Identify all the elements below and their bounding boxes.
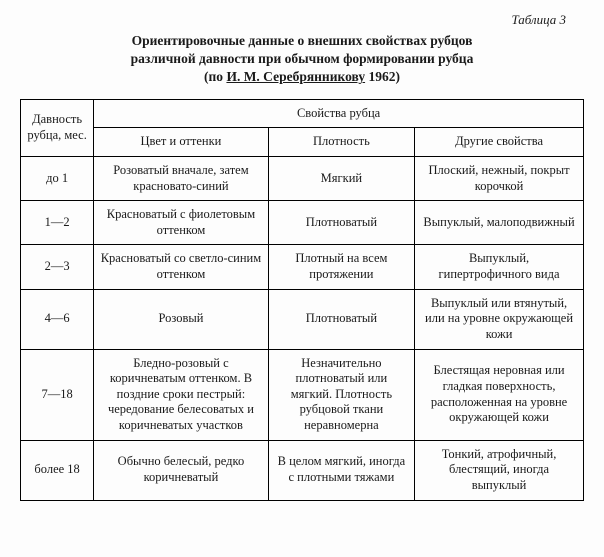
cell-age: 1—2 — [21, 201, 94, 245]
cell-density: Мягкий — [268, 156, 414, 200]
cell-density: Плотноватый — [268, 289, 414, 349]
caption-line-1: Ориентировочные данные о внешних свойств… — [132, 33, 473, 48]
header-color: Цвет и оттенки — [94, 128, 269, 157]
header-other: Другие свойства — [415, 128, 584, 157]
table-row: более 18 Обычно белесый, редко коричнева… — [21, 440, 584, 500]
caption-year: 1962) — [365, 69, 400, 84]
table-row: 4—6 Розовый Плотноватый Выпуклый или втя… — [21, 289, 584, 349]
table-row: 1—2 Красноватый с фиолетовым оттенком Пл… — [21, 201, 584, 245]
table-caption: Ориентировочные данные о внешних свойств… — [20, 32, 584, 87]
caption-author: И. М. Серебрянникову — [226, 69, 365, 84]
cell-color: Красноватый со светло-синим оттенком — [94, 245, 269, 289]
cell-color: Обычно белесый, редко коричневатый — [94, 440, 269, 500]
caption-prefix: (по — [204, 69, 226, 84]
cell-color: Бледно-розовый с коричневатым оттенком. … — [94, 349, 269, 440]
cell-color: Розовый — [94, 289, 269, 349]
cell-other: Выпуклый, гипертрофичного вида — [415, 245, 584, 289]
cell-other: Блестящая неровная или гладкая поверхнос… — [415, 349, 584, 440]
cell-density: Незначительно плотноватый или мягкий. Пл… — [268, 349, 414, 440]
table-row: 7—18 Бледно-розовый с коричневатым оттен… — [21, 349, 584, 440]
table-number-label: Таблица 3 — [20, 12, 584, 28]
cell-other: Выпуклый или втянутый, или на уровне окр… — [415, 289, 584, 349]
table-row: 2—3 Красноватый со светло-синим оттенком… — [21, 245, 584, 289]
cell-density: Плотноватый — [268, 201, 414, 245]
scar-properties-table: Давность рубца, мес. Свойства рубца Цвет… — [20, 99, 584, 501]
table-row: до 1 Розоватый вначале, затем красновато… — [21, 156, 584, 200]
cell-age: 4—6 — [21, 289, 94, 349]
cell-age: до 1 — [21, 156, 94, 200]
cell-color: Розоватый вначале, затем красновато-сини… — [94, 156, 269, 200]
cell-color: Красноватый с фиолетовым оттенком — [94, 201, 269, 245]
cell-other: Выпуклый, малоподвижный — [415, 201, 584, 245]
header-density: Плотность — [268, 128, 414, 157]
cell-density: Плотный на всем протяжении — [268, 245, 414, 289]
cell-age: 7—18 — [21, 349, 94, 440]
caption-line-2: различной давности при обычном формирова… — [131, 51, 474, 66]
cell-age: более 18 — [21, 440, 94, 500]
cell-density: В целом мягкий, иногда с плотными тяжами — [268, 440, 414, 500]
cell-other: Плоский, нежный, покрыт корочкой — [415, 156, 584, 200]
header-properties: Свойства рубца — [94, 99, 584, 128]
cell-age: 2—3 — [21, 245, 94, 289]
header-age: Давность рубца, мес. — [21, 99, 94, 156]
cell-other: Тонкий, атрофичный, блестящий, иногда вы… — [415, 440, 584, 500]
